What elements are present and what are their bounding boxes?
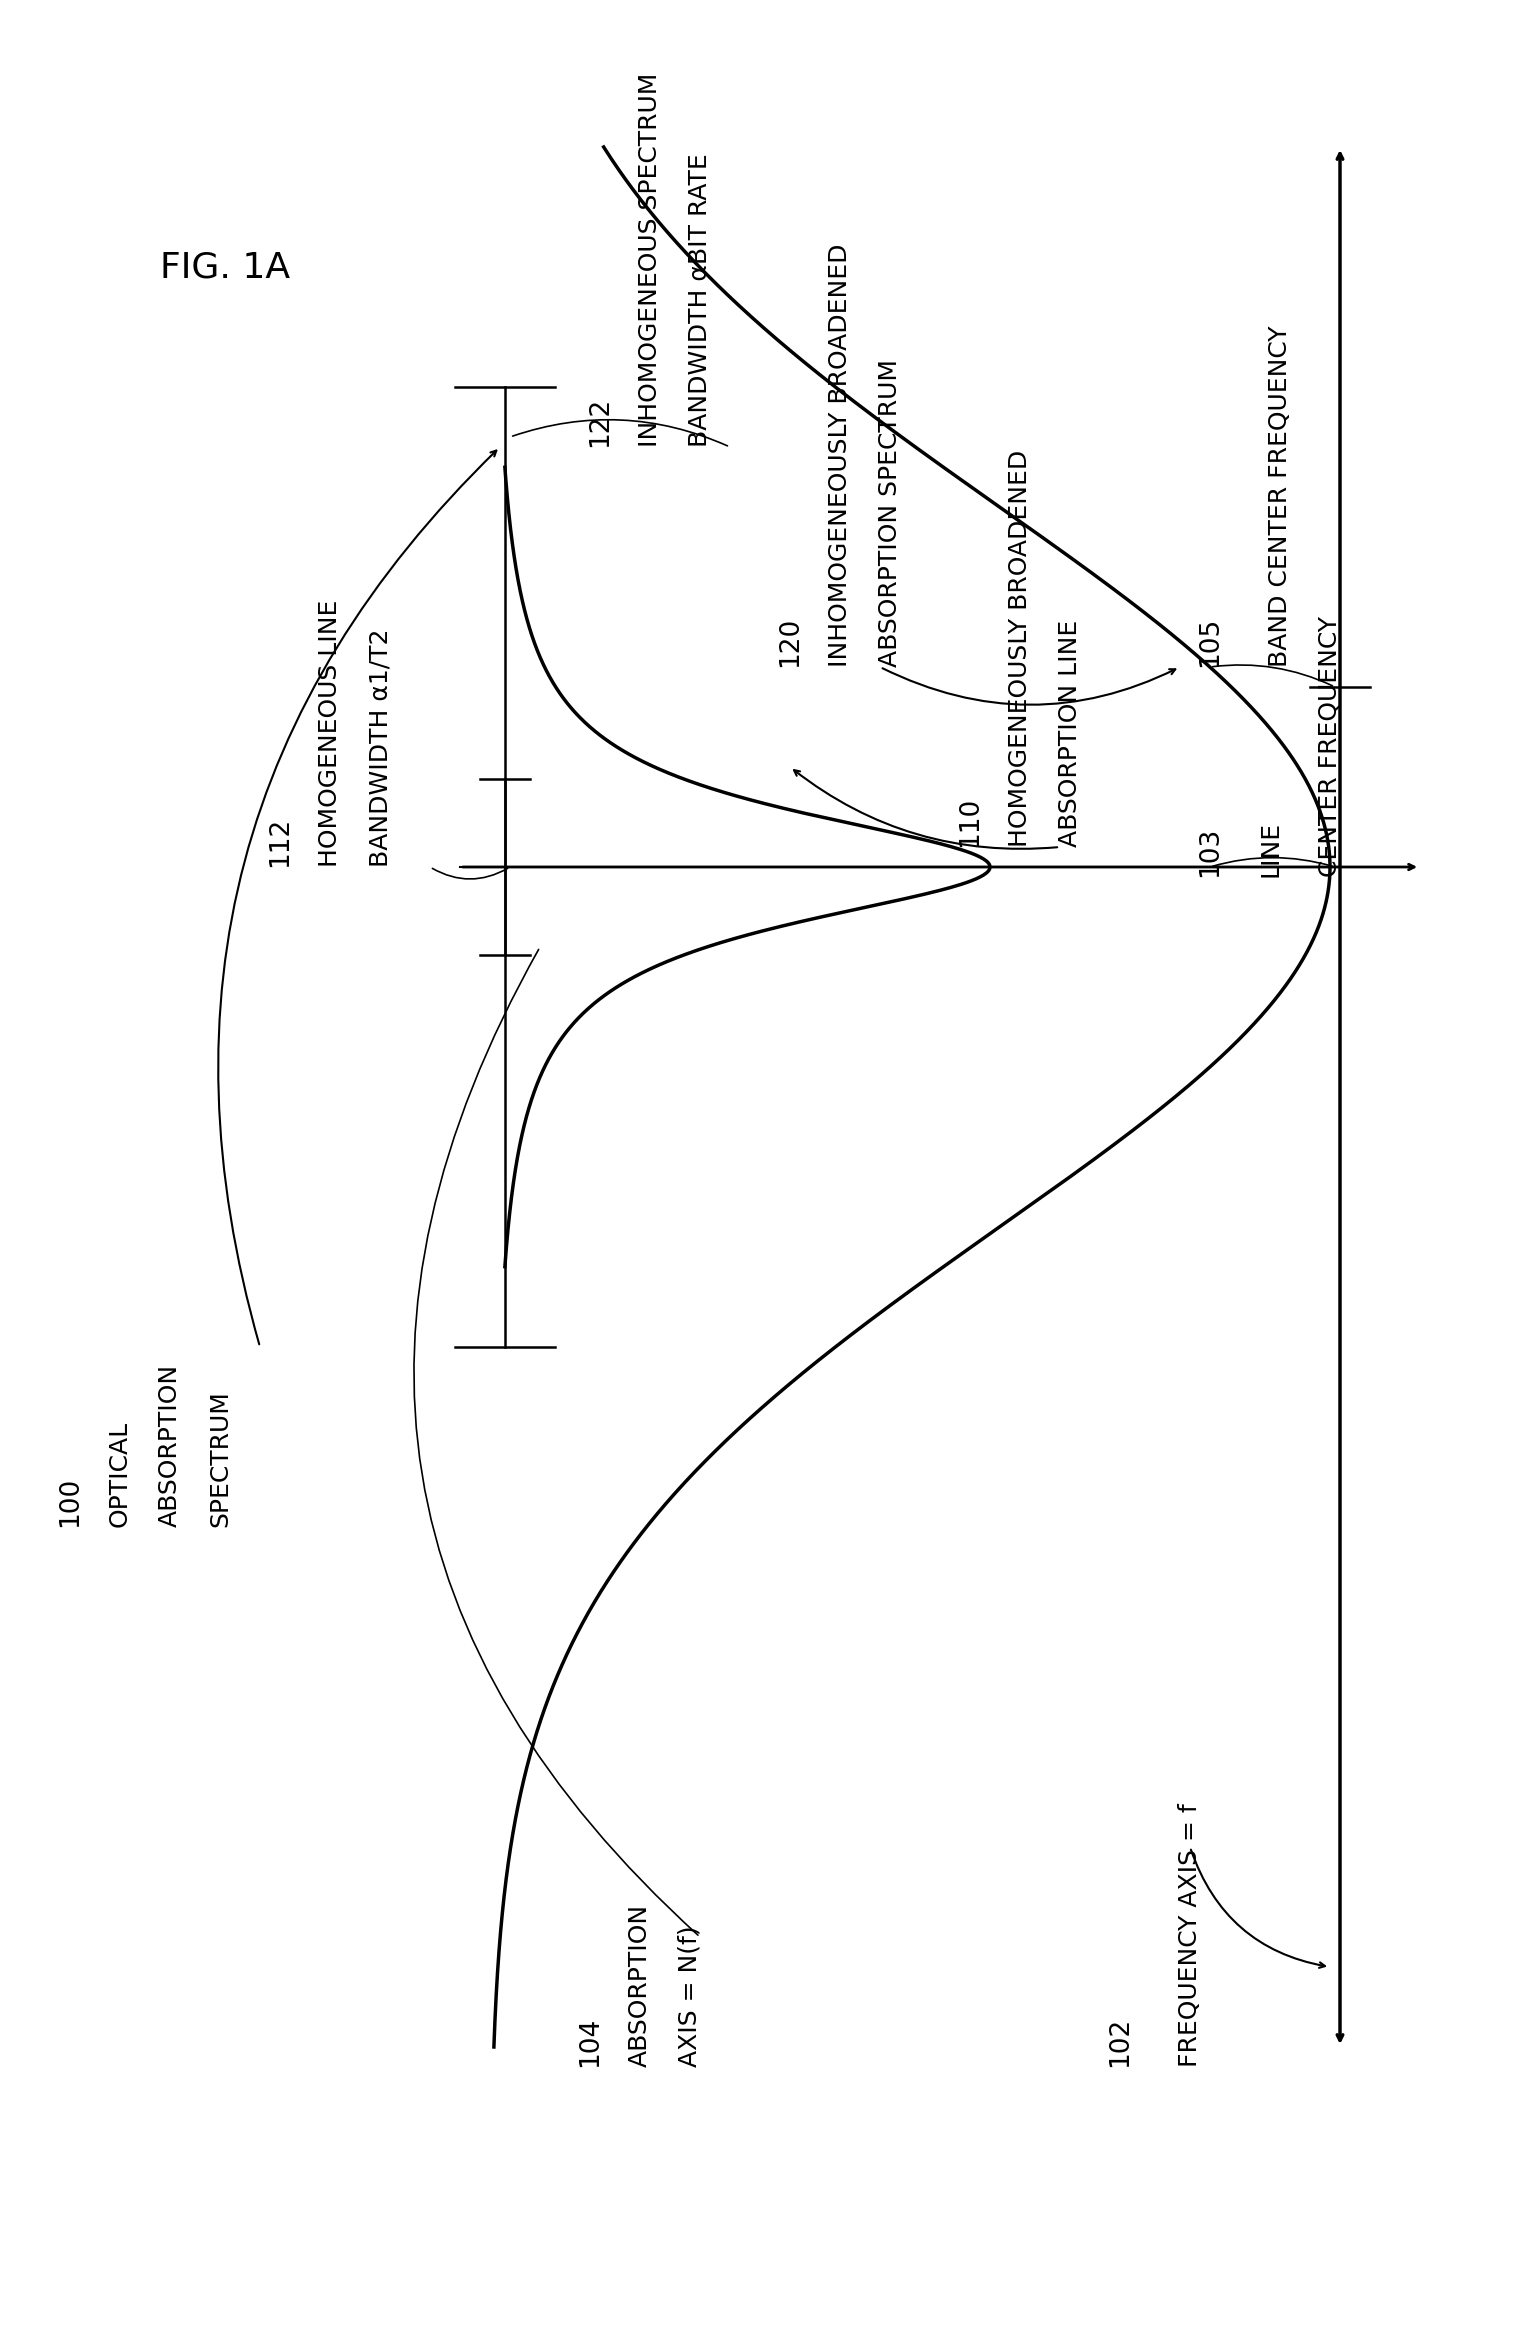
Text: 120: 120 bbox=[777, 617, 803, 667]
Text: BAND CENTER FREQUENCY: BAND CENTER FREQUENCY bbox=[1269, 326, 1292, 667]
Text: LINE: LINE bbox=[1258, 821, 1283, 878]
Text: AXIS = N(f): AXIS = N(f) bbox=[677, 1925, 702, 2068]
Text: SPECTRUM: SPECTRUM bbox=[207, 1389, 232, 1528]
Text: ABSORPTION: ABSORPTION bbox=[158, 1364, 181, 1528]
Text: FIG. 1A: FIG. 1A bbox=[160, 251, 290, 284]
Text: 122: 122 bbox=[587, 397, 613, 446]
Text: INHOMOGENEOUS SPECTRUM: INHOMOGENEOUS SPECTRUM bbox=[637, 73, 662, 446]
Text: ABSORPTION: ABSORPTION bbox=[628, 1903, 651, 2068]
Text: OPTICAL: OPTICAL bbox=[108, 1420, 132, 1528]
Text: BANDWIDTH α1/T2: BANDWIDTH α1/T2 bbox=[369, 629, 392, 866]
Text: CENTER FREQUENCY: CENTER FREQUENCY bbox=[1318, 615, 1342, 878]
Text: HOMOGENEOUSLY BROADENED: HOMOGENEOUSLY BROADENED bbox=[1008, 451, 1032, 847]
Text: FREQUENCY AXIS = f: FREQUENCY AXIS = f bbox=[1178, 1802, 1203, 2068]
Text: BANDWIDTH αBIT RATE: BANDWIDTH αBIT RATE bbox=[688, 153, 713, 446]
Text: 104: 104 bbox=[578, 2016, 604, 2068]
Text: ABSORPTION SPECTRUM: ABSORPTION SPECTRUM bbox=[879, 359, 902, 667]
Text: 102: 102 bbox=[1107, 2016, 1134, 2068]
Text: 105: 105 bbox=[1197, 617, 1223, 667]
Text: INHOMOGENEOUSLY BROADENED: INHOMOGENEOUSLY BROADENED bbox=[828, 244, 852, 667]
Text: HOMOGENEOUS LINE: HOMOGENEOUS LINE bbox=[318, 598, 343, 866]
Text: 100: 100 bbox=[57, 1476, 83, 1528]
Text: 110: 110 bbox=[957, 796, 983, 847]
Text: ABSORPTION LINE: ABSORPTION LINE bbox=[1058, 620, 1081, 847]
Text: 103: 103 bbox=[1197, 826, 1223, 878]
Text: 112: 112 bbox=[267, 817, 293, 866]
